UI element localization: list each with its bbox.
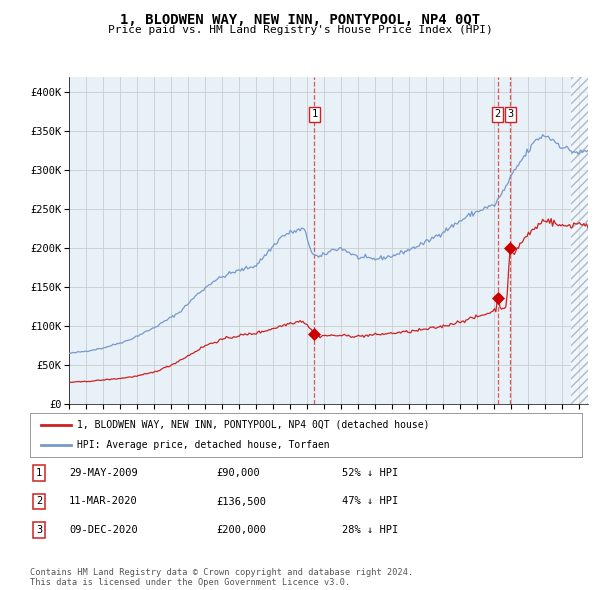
Text: 1, BLODWEN WAY, NEW INN, PONTYPOOL, NP4 0QT (detached house): 1, BLODWEN WAY, NEW INN, PONTYPOOL, NP4 … [77, 420, 430, 430]
Text: 47% ↓ HPI: 47% ↓ HPI [342, 497, 398, 506]
Text: £136,500: £136,500 [216, 497, 266, 506]
Text: 52% ↓ HPI: 52% ↓ HPI [342, 468, 398, 478]
Text: 3: 3 [507, 109, 514, 119]
Text: £90,000: £90,000 [216, 468, 260, 478]
Text: 3: 3 [36, 525, 42, 535]
Text: 09-DEC-2020: 09-DEC-2020 [69, 525, 138, 535]
Text: HPI: Average price, detached house, Torfaen: HPI: Average price, detached house, Torf… [77, 440, 329, 450]
Text: 1, BLODWEN WAY, NEW INN, PONTYPOOL, NP4 0QT: 1, BLODWEN WAY, NEW INN, PONTYPOOL, NP4 … [120, 13, 480, 27]
Text: Price paid vs. HM Land Registry's House Price Index (HPI): Price paid vs. HM Land Registry's House … [107, 25, 493, 35]
Text: 28% ↓ HPI: 28% ↓ HPI [342, 525, 398, 535]
Text: 1: 1 [36, 468, 42, 478]
Text: £200,000: £200,000 [216, 525, 266, 535]
Text: 1: 1 [311, 109, 317, 119]
Bar [571, 77, 588, 404]
Text: 29-MAY-2009: 29-MAY-2009 [69, 468, 138, 478]
Text: 2: 2 [36, 497, 42, 506]
Text: 11-MAR-2020: 11-MAR-2020 [69, 497, 138, 506]
Text: 2: 2 [494, 109, 501, 119]
Bar [571, 77, 588, 404]
Text: Contains HM Land Registry data © Crown copyright and database right 2024.
This d: Contains HM Land Registry data © Crown c… [30, 568, 413, 587]
